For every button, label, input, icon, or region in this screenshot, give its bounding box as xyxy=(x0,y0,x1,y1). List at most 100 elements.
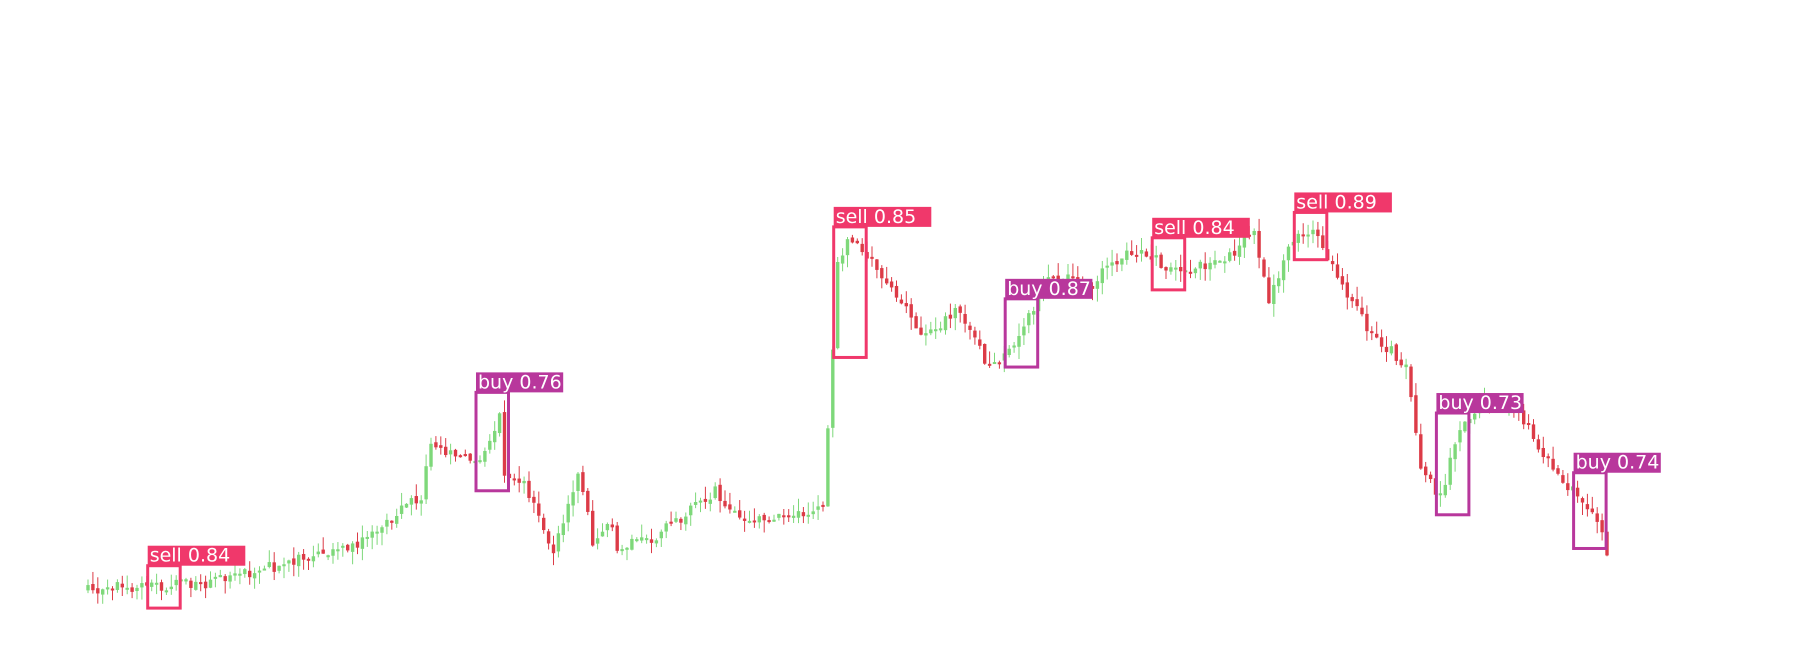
candle-body xyxy=(91,584,95,591)
candle xyxy=(1360,296,1364,317)
candle-body xyxy=(595,538,600,544)
candle xyxy=(355,532,360,555)
candle xyxy=(493,421,497,450)
candle-body xyxy=(458,455,463,458)
candle-body xyxy=(620,549,624,552)
candle-body xyxy=(1296,233,1300,243)
candle-body xyxy=(718,484,722,502)
candle xyxy=(904,291,908,314)
candle-body xyxy=(1375,333,1379,338)
detection-label: sell 0.85 xyxy=(836,206,917,228)
candle-body xyxy=(1115,261,1119,265)
candle xyxy=(1585,493,1590,517)
candle-body xyxy=(257,570,262,573)
candle xyxy=(674,511,678,523)
candle xyxy=(630,534,634,551)
candle xyxy=(439,436,443,455)
candle-body xyxy=(483,450,487,462)
detection-sell: sell 0.89 xyxy=(1292,191,1392,262)
candle xyxy=(1355,286,1359,311)
candle xyxy=(164,587,169,595)
candle xyxy=(213,572,218,588)
candle-body xyxy=(948,314,953,319)
candle xyxy=(380,525,384,546)
candles-group xyxy=(86,218,1609,604)
candle-body xyxy=(924,333,928,336)
candle xyxy=(194,576,198,591)
candle xyxy=(522,476,526,494)
candle-body xyxy=(439,445,443,448)
candle xyxy=(1277,271,1281,293)
candle xyxy=(1600,513,1604,541)
candle xyxy=(1541,436,1545,464)
candle xyxy=(1090,282,1095,301)
candle-body xyxy=(380,527,384,533)
candle xyxy=(1321,226,1325,251)
candle xyxy=(1174,260,1178,281)
candle-body xyxy=(728,504,732,510)
detection-label-bg xyxy=(1152,217,1250,238)
candle-body xyxy=(262,568,267,571)
candle-body xyxy=(493,430,497,443)
detection-label-bg xyxy=(1005,278,1093,299)
candle xyxy=(571,480,575,517)
candle xyxy=(502,400,507,483)
candle-body xyxy=(625,547,629,550)
candle-body xyxy=(654,540,659,544)
candle xyxy=(1365,305,1369,341)
candle xyxy=(390,520,394,530)
candle-body xyxy=(978,339,982,346)
candle xyxy=(1022,318,1026,346)
candle-body xyxy=(698,500,703,503)
candle-body xyxy=(576,473,580,491)
candle xyxy=(831,346,835,438)
candle xyxy=(742,510,747,532)
candle xyxy=(1330,255,1335,272)
candle-body xyxy=(1473,413,1477,420)
candle xyxy=(135,584,139,600)
candle xyxy=(1130,240,1134,256)
candle xyxy=(301,549,306,570)
candle xyxy=(860,238,864,256)
candle xyxy=(159,579,164,601)
candle-body xyxy=(1281,260,1286,281)
candle xyxy=(992,352,997,365)
candle xyxy=(762,512,766,533)
candle-body xyxy=(561,523,565,536)
candle xyxy=(1105,257,1109,280)
candle xyxy=(297,551,301,577)
candle xyxy=(497,412,502,437)
candle xyxy=(1154,245,1158,266)
candle xyxy=(1223,256,1227,273)
candle-body xyxy=(1301,234,1305,237)
candle-body xyxy=(1267,277,1271,304)
candle xyxy=(1257,218,1261,269)
candle-body xyxy=(615,525,619,551)
candle xyxy=(478,455,482,464)
candle xyxy=(218,569,222,578)
candle xyxy=(635,537,639,543)
candle xyxy=(1551,446,1555,472)
candle-body xyxy=(1125,250,1129,260)
candle-body xyxy=(733,510,737,513)
candle xyxy=(1027,310,1031,334)
candle-body xyxy=(488,440,492,450)
candle xyxy=(943,312,948,335)
candle xyxy=(693,492,698,509)
candle-body xyxy=(203,581,208,589)
candle-body xyxy=(419,500,423,504)
candle-body xyxy=(1389,346,1394,354)
candle xyxy=(257,566,262,584)
candle xyxy=(1345,273,1349,310)
candle-body xyxy=(233,573,237,576)
candle-body xyxy=(243,569,247,575)
candle-body xyxy=(1159,254,1163,268)
candle-body xyxy=(1458,430,1462,443)
candle xyxy=(248,561,252,585)
candle xyxy=(326,554,330,561)
candle xyxy=(1595,507,1599,534)
candle xyxy=(948,303,953,329)
candle-body xyxy=(208,579,213,588)
candle-body xyxy=(1379,337,1384,347)
candle xyxy=(595,528,600,550)
